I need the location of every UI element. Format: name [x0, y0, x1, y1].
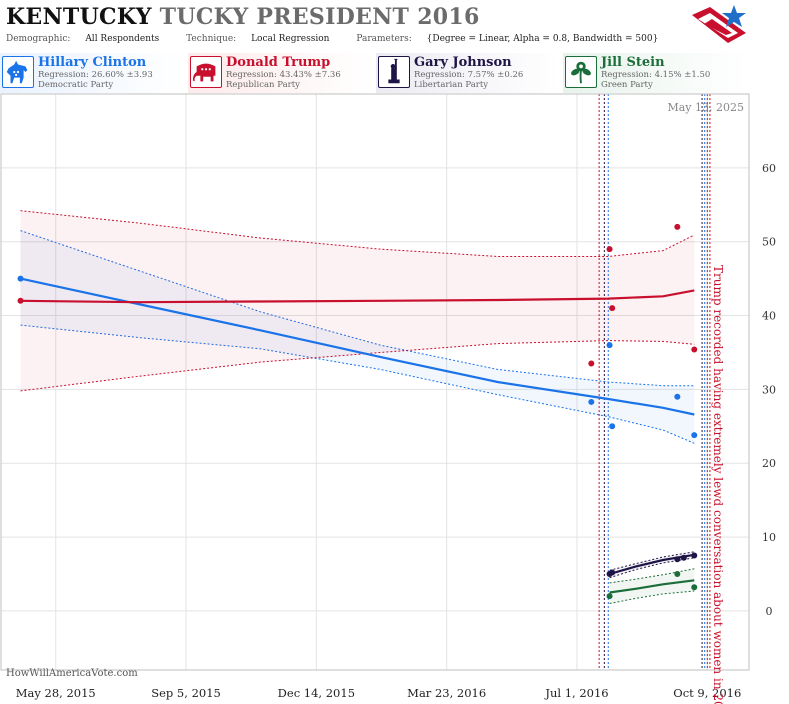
- upper-bound-trump: [20, 210, 695, 257]
- date-label: May 13, 2025: [667, 101, 744, 114]
- poll-point-stein: [606, 593, 613, 600]
- trend-line-clinton: [20, 277, 695, 416]
- legend-item-johnson: Gary Johnson Regression: 7.57% ±0.26 Lib…: [376, 53, 561, 93]
- legend-item-trump: Donald Trump Regression: 43.43% ±7.36 Re…: [188, 53, 373, 93]
- poll-point-clinton: [606, 342, 613, 349]
- chart-title: KENTUCKY TUCKY PRESIDENT 2016: [6, 4, 480, 30]
- upper-bound-johnson: [609, 551, 695, 571]
- upper-bound-clinton: [20, 230, 695, 387]
- title-rest: TUCKY PRESIDENT 2016: [159, 4, 480, 30]
- lower-bound-clinton: [20, 324, 695, 444]
- site-logo-icon: [692, 5, 746, 43]
- legend-name-trump: Donald Trump: [226, 55, 331, 70]
- poll-point-clinton: [691, 432, 698, 439]
- demographic-label: Demographic:: [6, 34, 71, 44]
- trend-line-stein: [609, 579, 695, 594]
- title-state: KENTUCKY: [6, 4, 152, 30]
- poll-point-johnson: [609, 569, 616, 576]
- legend-item-clinton: Hillary Clinton Regression: 26.60% ±3.93…: [0, 53, 185, 93]
- y-tick-label: 10: [762, 531, 776, 544]
- donkey-icon: [2, 56, 34, 88]
- footer-credit: HowWillAmericaVote.com: [6, 668, 138, 679]
- legend-item-stein: Jill Stein Regression: 4.15% ±1.50 Green…: [563, 53, 748, 93]
- legend-party-stein: Green Party: [601, 80, 653, 90]
- poll-point-trump: [691, 346, 698, 353]
- y-tick-label: 30: [762, 383, 776, 396]
- poll-point-trump: [588, 360, 595, 367]
- lower-bound-johnson: [609, 557, 695, 579]
- poll-point-johnson: [674, 556, 681, 563]
- legend-party-clinton: Democratic Party: [38, 80, 114, 90]
- demographic-value: All Respondents: [85, 34, 160, 44]
- x-tick-label: Jul 1, 2016: [544, 686, 608, 700]
- x-tick-label: Mar 23, 2016: [407, 686, 486, 700]
- poll-point-trump: [606, 246, 613, 253]
- elephant-icon: [190, 56, 222, 88]
- poll-point-clinton: [17, 275, 24, 282]
- poll-point-johnson: [691, 552, 698, 559]
- y-tick-label: 50: [762, 236, 776, 249]
- lower-bound-stein: [609, 590, 695, 604]
- green-flower-icon: [565, 56, 597, 88]
- legend-name-johnson: Gary Johnson: [414, 55, 512, 70]
- x-tick-label: Oct 9, 2016: [673, 686, 741, 700]
- legend-regression-trump: Regression: 43.43% ±7.36: [226, 70, 341, 80]
- trend-line-trump: [20, 289, 695, 304]
- axes: 0 10 20 30 40 50 60 May 28, 2015 Sep 5, 2015 Dec …: [16, 162, 776, 700]
- technique-value: Local Regression: [251, 34, 330, 44]
- x-tick-label: Sep 5, 2015: [151, 686, 221, 700]
- poll-point-clinton: [588, 398, 595, 405]
- legend-regression-johnson: Regression: 7.57% ±0.26: [414, 70, 524, 80]
- confidence-band-clinton: [20, 230, 695, 444]
- technique-label: Technique:: [186, 34, 237, 44]
- poll-point-johnson: [680, 554, 687, 561]
- poll-point-stein: [674, 571, 681, 577]
- legend-regression-stein: Regression: 4.15% ±1.50: [601, 70, 711, 80]
- legend-name-stein: Jill Stein: [601, 55, 665, 70]
- poll-point-clinton: [609, 423, 616, 430]
- lower-bound-trump: [20, 340, 695, 392]
- parameters-value: {Degree = Linear, Alpha = 0.8, Bandwidth…: [426, 34, 659, 44]
- poll-point-trump: [674, 223, 681, 230]
- legend-party-trump: Republican Party: [226, 80, 300, 90]
- parameters-label: Parameters:: [356, 34, 412, 44]
- event-annotation: Trump recorded having extremely lewd con…: [711, 265, 725, 704]
- confidence-bands: [20, 210, 695, 604]
- legend-name-clinton: Hillary Clinton: [38, 55, 147, 70]
- y-tick-label: 0: [766, 605, 773, 618]
- poll-point-clinton: [674, 393, 681, 400]
- x-tick-label: May 28, 2015: [16, 686, 96, 700]
- y-tick-label: 40: [762, 310, 776, 323]
- parameters-line: Demographic: All Respondents Technique: …: [6, 34, 682, 44]
- legend-party-johnson: Libertarian Party: [414, 80, 489, 90]
- poll-point-trump: [609, 305, 616, 312]
- candidate-legend: Hillary Clinton Regression: 26.60% ±3.93…: [0, 53, 789, 93]
- y-tick-label: 20: [762, 457, 776, 470]
- legend-regression-clinton: Regression: 26.60% ±3.93: [38, 70, 153, 80]
- liberty-statue-icon: [378, 56, 410, 88]
- poll-points: [17, 223, 698, 600]
- poll-point-stein: [691, 584, 698, 591]
- plot-frame: [0, 93, 750, 671]
- poll-point-trump: [17, 297, 24, 304]
- y-tick-label: 60: [762, 162, 776, 175]
- poll-chart: 0 10 20 30 40 50 60 May 28, 2015 Sep 5, 2015 Dec …: [0, 93, 776, 704]
- x-tick-label: Dec 14, 2015: [278, 686, 355, 700]
